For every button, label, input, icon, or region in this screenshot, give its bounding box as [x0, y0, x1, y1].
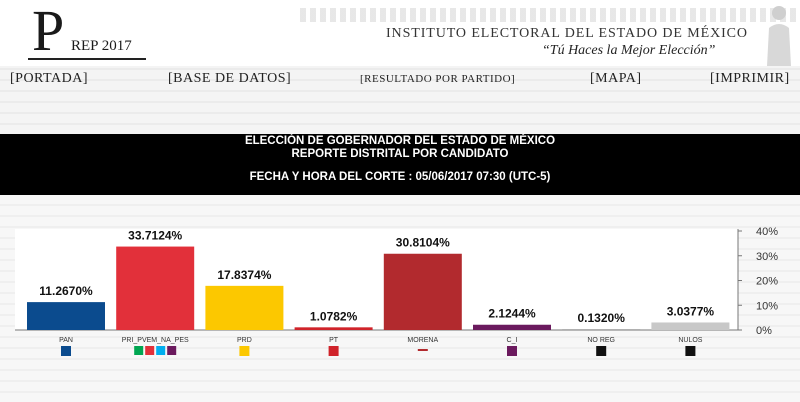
- election-title: ELECCIÓN DE GOBERNADOR DEL ESTADO DE MÉX…: [244, 135, 556, 147]
- header: P REP 2017 INSTITUTO ELECTORAL DEL ESTAD…: [0, 0, 800, 66]
- party-logo-icon: [596, 346, 607, 356]
- nav-bar: [PORTADA] [BASE DE DATOS] [RESULTADO POR…: [0, 66, 800, 134]
- bar-pri-pvem-na-pes: [116, 246, 195, 330]
- category-label: NULOS: [678, 337, 702, 344]
- bar-c-i: [473, 324, 551, 330]
- institute-name: INSTITUTO ELECTORAL DEL ESTADO DE MÉXICO: [386, 26, 748, 41]
- person-silhouette-icon: [767, 6, 791, 66]
- data-label: 2.1244%: [488, 307, 536, 321]
- y-tick-label: 30%: [756, 251, 778, 263]
- party-logo-icon: [167, 346, 177, 355]
- data-label: 11.2670%: [39, 284, 93, 298]
- chart-area: 0% 10% 20% 30% 40% 11.2670% PAN 33.7124% PRI_PVE…: [0, 195, 800, 402]
- bar-no-reg: [562, 329, 641, 330]
- data-label: 0.1320%: [578, 311, 626, 325]
- category-label: PRD: [237, 337, 252, 344]
- bar-prd: [205, 285, 284, 330]
- header-pattern: [300, 8, 800, 22]
- party-logo-icon: [61, 346, 71, 356]
- y-tick-label: 40%: [756, 226, 778, 238]
- party-logo-icon: [685, 346, 696, 356]
- nav-resultado-link[interactable]: [RESULTADO POR PARTIDO]: [360, 73, 516, 85]
- y-tick-label: 0%: [756, 325, 772, 337]
- party-logo-icon: [156, 346, 166, 355]
- category-label: MORENA: [407, 337, 438, 344]
- y-tick-label: 20%: [756, 276, 778, 288]
- bar-pt: [294, 327, 373, 330]
- bar-chart: 0% 10% 20% 30% 40% 11.2670% PAN 33.7124% PRI_PVE…: [15, 226, 778, 356]
- party-logo-icon: [239, 346, 250, 356]
- party-logo-icon: [417, 349, 428, 351]
- institute-motto: “Tú Haces la Mejor Elección”: [542, 43, 716, 58]
- bar-nulos: [651, 322, 730, 330]
- cutoff-time: FECHA Y HORA DEL CORTE : 05/06/2017 07:3…: [249, 171, 551, 183]
- category-label: PAN: [59, 337, 73, 344]
- bar-morena: [383, 253, 462, 330]
- logo-text: REP 2017: [71, 38, 132, 54]
- y-tick-label: 10%: [756, 300, 778, 312]
- party-logo-icon: [134, 346, 144, 355]
- data-label: 30.8104%: [396, 236, 450, 250]
- data-label: 33.7124%: [128, 229, 182, 243]
- nav-imprimir-link[interactable]: [IMPRIMIR]: [710, 71, 790, 86]
- data-label: 17.8374%: [217, 268, 271, 282]
- party-logo-icon: [145, 346, 155, 355]
- bar-pan: [27, 302, 105, 330]
- category-label: C_I: [507, 337, 518, 344]
- party-logo-icon: [507, 346, 517, 356]
- data-label: 3.0377%: [667, 304, 715, 318]
- report-subtitle: REPORTE DISTRITAL POR CANDIDATO: [291, 148, 509, 160]
- category-label: PRI_PVEM_NA_PES: [122, 337, 189, 344]
- party-logo-icon: [328, 346, 339, 356]
- nav-mapa-link[interactable]: [MAPA]: [590, 71, 642, 86]
- category-label: PT: [329, 337, 339, 344]
- category-label: NO REG: [587, 337, 615, 344]
- nav-portada-link[interactable]: [PORTADA]: [10, 71, 88, 86]
- nav-base-datos-link[interactable]: [BASE DE DATOS]: [168, 71, 292, 86]
- report-banner: ELECCIÓN DE GOBERNADOR DEL ESTADO DE MÉX…: [0, 134, 800, 195]
- logo-underline: [28, 58, 146, 60]
- data-label: 1.0782%: [310, 309, 358, 323]
- logo-letter: P: [32, 0, 65, 63]
